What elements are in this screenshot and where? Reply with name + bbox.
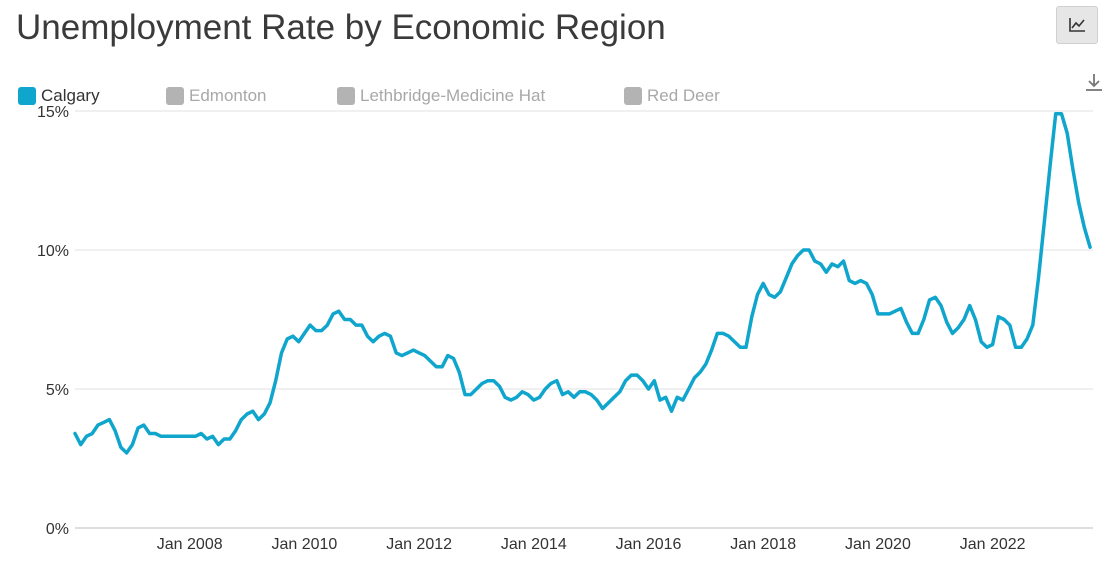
legend-item-red-deer[interactable]: Red Deer — [624, 86, 720, 106]
legend-item-lethbridge-medicine-hat[interactable]: Lethbridge-Medicine Hat — [337, 86, 545, 106]
legend-swatch — [166, 87, 184, 105]
x-tick-label: Jan 2014 — [501, 536, 567, 553]
page-title: Unemployment Rate by Economic Region — [16, 8, 666, 47]
legend-item-calgary[interactable]: Calgary — [18, 86, 100, 106]
x-tick-label: Jan 2008 — [157, 536, 223, 553]
chart-type-button[interactable] — [1056, 6, 1098, 44]
x-tick-label: Jan 2012 — [386, 536, 452, 553]
legend-label: Edmonton — [189, 86, 267, 105]
x-tick-label: Jan 2020 — [845, 536, 911, 553]
legend-swatch — [337, 87, 355, 105]
series-line-calgary — [73, 112, 1092, 455]
download-icon — [1086, 74, 1102, 91]
y-tick-label: 0% — [46, 521, 69, 538]
legend-swatch — [624, 87, 642, 105]
x-tick-label: Jan 2010 — [271, 536, 337, 553]
legend-label: Lethbridge-Medicine Hat — [360, 86, 546, 105]
legend-label: Calgary — [41, 86, 100, 105]
x-tick-label: Jan 2022 — [960, 536, 1026, 553]
y-tick-label: 10% — [37, 243, 69, 260]
download-button[interactable] — [1082, 70, 1106, 94]
line-chart-icon — [1069, 18, 1085, 32]
x-tick-label: Jan 2016 — [616, 536, 682, 553]
x-tick-label: Jan 2018 — [730, 536, 796, 553]
y-tick-label: 5% — [46, 382, 69, 399]
legend-label: Red Deer — [647, 86, 720, 105]
legend-swatch — [18, 87, 36, 105]
legend-item-edmonton[interactable]: Edmonton — [166, 86, 267, 106]
y-tick-label: 15% — [37, 104, 69, 121]
